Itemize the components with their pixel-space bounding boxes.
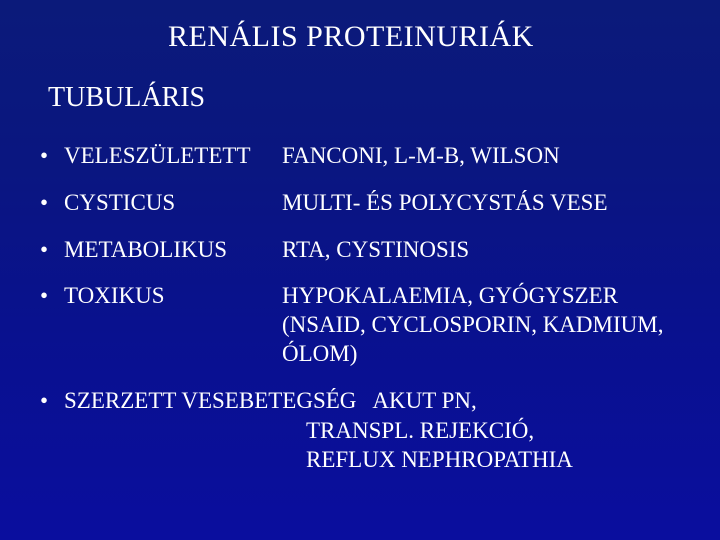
bullet-list: • VELESZÜLETETT FANCONI, L-M-B, WILSON •…: [0, 142, 720, 475]
slide-subtitle: TUBULÁRIS: [0, 82, 720, 114]
list-item: • TOXIKUS HYPOKALAEMIA, GYÓGYSZER (NSAID…: [40, 282, 680, 368]
slide: RENÁLIS PROTEINURIÁK TUBULÁRIS • VELESZÜ…: [0, 0, 720, 540]
bullet-icon: •: [40, 236, 64, 265]
item-term: CYSTICUS: [64, 189, 282, 218]
bullet-icon: •: [40, 142, 64, 171]
item-term: VELESZÜLETETT: [64, 142, 282, 171]
item-desc: HYPOKALAEMIA, GYÓGYSZER (NSAID, CYCLOSPO…: [282, 282, 680, 368]
item-term: METABOLIKUS: [64, 236, 282, 265]
item-desc: FANCONI, L-M-B, WILSON: [282, 142, 680, 171]
bullet-icon: •: [40, 189, 64, 218]
bullet-icon: •: [40, 282, 64, 311]
list-item: • SZERZETT VESEBETEGSÉG AKUT PN, TRANSPL…: [40, 387, 680, 475]
item-desc: MULTI- ÉS POLYCYSTÁS VESE: [282, 189, 680, 218]
item-desc: RTA, CYSTINOSIS: [282, 236, 680, 265]
item-inline-desc: AKUT PN,: [372, 387, 476, 416]
bullet-icon: •: [40, 387, 64, 416]
item-term: TOXIKUS: [64, 282, 282, 311]
slide-title: RENÁLIS PROTEINURIÁK: [0, 20, 720, 54]
item-desc: TRANSPL. REJEKCIÓ, REFLUX NEPHROPATHIA: [40, 417, 680, 475]
list-item: • METABOLIKUS RTA, CYSTINOSIS: [40, 236, 680, 265]
list-item: • VELESZÜLETETT FANCONI, L-M-B, WILSON: [40, 142, 680, 171]
item-term: SZERZETT VESEBETEGSÉG: [64, 387, 356, 416]
list-item: • CYSTICUS MULTI- ÉS POLYCYSTÁS VESE: [40, 189, 680, 218]
